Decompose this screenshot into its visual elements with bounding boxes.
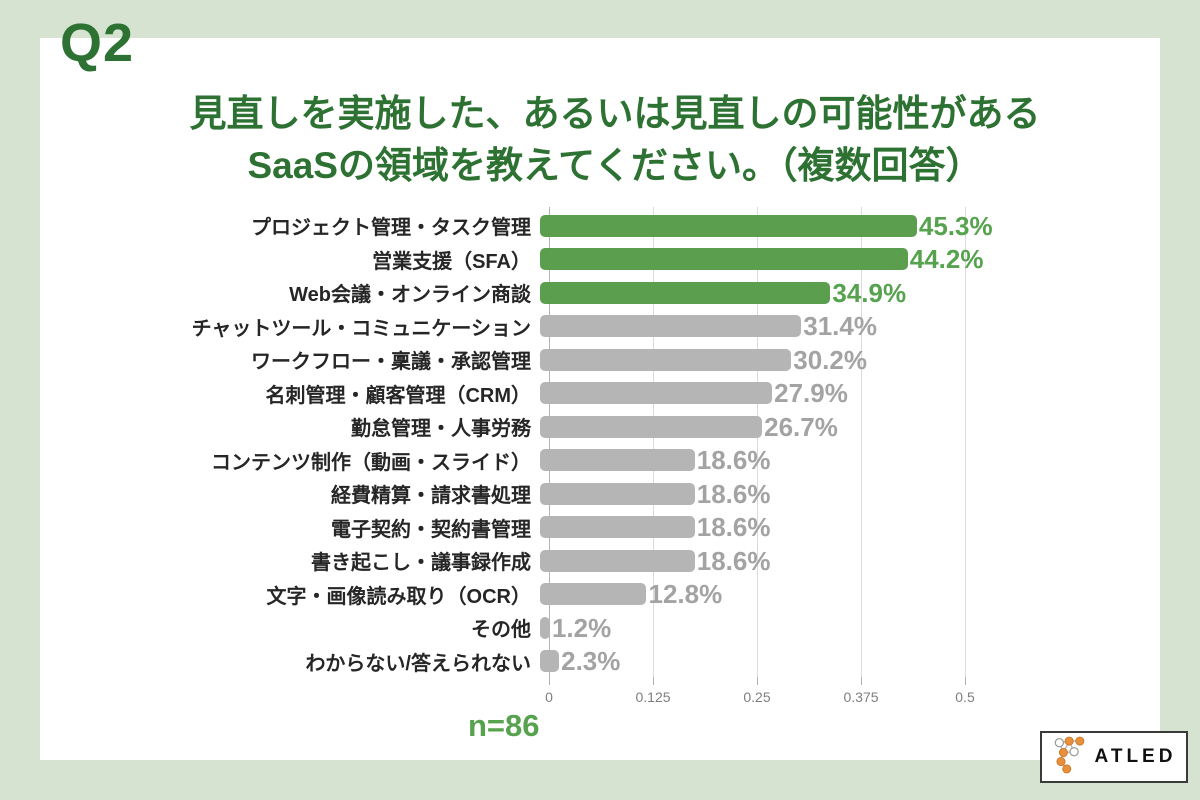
- bar-row: 名刺管理・顧客管理（CRM） 27.9%: [60, 377, 1170, 411]
- gridline: [757, 207, 758, 677]
- chart-title: 見直しを実施した、あるいは見直しの可能性がある SaaSの領域を教えてください。…: [40, 88, 1190, 192]
- bar-track: 2.3%: [540, 646, 1170, 677]
- bar: [540, 348, 792, 371]
- bar-track: 18.6%: [540, 445, 1170, 476]
- value-label: 1.2%: [551, 612, 612, 643]
- atled-network-icon: [1052, 735, 1088, 780]
- gridline: [653, 207, 654, 677]
- gridline: [549, 207, 550, 677]
- bar: [540, 650, 560, 673]
- category-label: 経費精算・請求書処理: [331, 485, 531, 508]
- chart-title-line1: 見直しを実施した、あるいは見直しの可能性がある: [189, 93, 1041, 134]
- company-logo: ATLED: [1040, 731, 1188, 783]
- axis-tick-label: 0.25: [743, 689, 771, 705]
- bar-row: 書き起こし・議事録作成 18.6%: [60, 544, 1170, 578]
- bar-track: 18.6%: [540, 478, 1170, 509]
- bar: [540, 415, 763, 438]
- category-label: プロジェクト管理・タスク管理: [251, 217, 531, 240]
- bar-row: Web会議・オンライン商談 34.9%: [60, 276, 1170, 310]
- bar: [540, 616, 550, 639]
- category-label: 名刺管理・顧客管理（CRM）: [265, 384, 531, 407]
- category-label: ワークフロー・稟議・承認管理: [251, 351, 531, 374]
- category-label: コンテンツ制作（動画・スライド）: [211, 451, 531, 474]
- bar: [540, 382, 773, 405]
- bar-track: 18.6%: [540, 545, 1170, 576]
- axis-tick: [549, 677, 550, 685]
- category-label: 文字・画像読み取り（OCR）: [266, 585, 531, 608]
- value-label: 44.2%: [909, 244, 984, 275]
- bar-row: コンテンツ制作（動画・スライド） 18.6%: [60, 444, 1170, 478]
- bar-row: 営業支援（SFA） 44.2%: [60, 243, 1170, 277]
- bar-track: 31.4%: [540, 311, 1170, 342]
- category-label: 電子契約・契約書管理: [331, 518, 531, 541]
- bar-row: 電子契約・契約書管理 18.6%: [60, 511, 1170, 545]
- category-label: その他: [471, 619, 531, 642]
- value-label: 30.2%: [793, 344, 867, 375]
- category-label: わからない/答えられない: [305, 652, 531, 675]
- logo-wordmark: ATLED: [1094, 746, 1177, 767]
- value-label: 12.8%: [648, 579, 723, 610]
- bar-chart: 0 0.125 0.25 0.375 0.5 プロジェクト管理・タスク管理 45.3% 営業…: [60, 207, 1170, 709]
- bar: [540, 248, 908, 271]
- bar-row: その他 1.2%: [60, 611, 1170, 645]
- bar: [540, 214, 917, 237]
- value-label: 26.7%: [764, 411, 838, 442]
- axis-tick: [861, 677, 862, 685]
- bar-row: プロジェクト管理・タスク管理 45.3%: [60, 209, 1170, 243]
- bar-track: 12.8%: [540, 579, 1170, 610]
- category-label: 書き起こし・議事録作成: [311, 552, 531, 575]
- value-label: 18.6%: [696, 478, 771, 509]
- value-label: 27.9%: [774, 378, 848, 409]
- bar-row: ワークフロー・稟議・承認管理 30.2%: [60, 343, 1170, 377]
- question-number: Q2: [60, 13, 135, 73]
- bar-track: 44.2%: [540, 244, 1170, 275]
- axis-tick: [653, 677, 654, 685]
- bar-row: チャットツール・コミュニケーション 31.4%: [60, 310, 1170, 344]
- category-label: Web会議・オンライン商談: [289, 284, 531, 307]
- axis-tick-label: 0.375: [843, 689, 879, 705]
- bar-track: 45.3%: [540, 210, 1170, 241]
- bar: [540, 549, 695, 572]
- value-label: 31.4%: [803, 311, 877, 342]
- bar-track: 27.9%: [540, 378, 1170, 409]
- bar-track: 30.2%: [540, 344, 1170, 375]
- value-label: 18.6%: [696, 545, 771, 576]
- bar-row: 文字・画像読み取り（OCR） 12.8%: [60, 578, 1170, 612]
- category-label: チャットツール・コミュニケーション: [191, 317, 531, 340]
- bar: [540, 281, 831, 304]
- bar: [540, 482, 695, 505]
- bar: [540, 583, 647, 606]
- axis-tick-label: 0: [545, 689, 553, 705]
- gridline: [965, 207, 966, 677]
- bar-track: 1.2%: [540, 612, 1170, 643]
- bar-row: 勤怠管理・人事労務 26.7%: [60, 410, 1170, 444]
- bar-track: 18.6%: [540, 512, 1170, 543]
- chart-title-line2: SaaSの領域を教えてください。（複数回答）: [247, 145, 983, 186]
- gridlines: 0 0.125 0.25 0.375 0.5: [545, 207, 975, 705]
- bar: [540, 315, 802, 338]
- bar: [540, 516, 695, 539]
- bar-track: 26.7%: [540, 411, 1170, 442]
- value-label: 45.3%: [918, 210, 993, 241]
- bar-row: わからない/答えられない 2.3%: [60, 645, 1170, 679]
- gridline: [861, 207, 862, 677]
- bar-track: 34.9%: [540, 277, 1170, 308]
- sample-size-label: n=86: [468, 708, 540, 743]
- axis-tick: [965, 677, 966, 685]
- value-label: 18.6%: [696, 445, 771, 476]
- bar-rows: プロジェクト管理・タスク管理 45.3% 営業支援（SFA） 44.2% Web会議・オ…: [60, 209, 1170, 678]
- axis-tick: [757, 677, 758, 685]
- axis-tick-label: 0.5: [955, 689, 975, 705]
- value-label: 34.9%: [832, 277, 907, 308]
- bar-row: 経費精算・請求書処理 18.6%: [60, 477, 1170, 511]
- category-label: 営業支援（SFA）: [372, 250, 531, 273]
- axis-tick-label: 0.125: [635, 689, 671, 705]
- category-label: 勤怠管理・人事労務: [351, 418, 531, 441]
- value-label: 18.6%: [696, 512, 771, 543]
- bar: [540, 449, 695, 472]
- value-label: 2.3%: [561, 646, 621, 677]
